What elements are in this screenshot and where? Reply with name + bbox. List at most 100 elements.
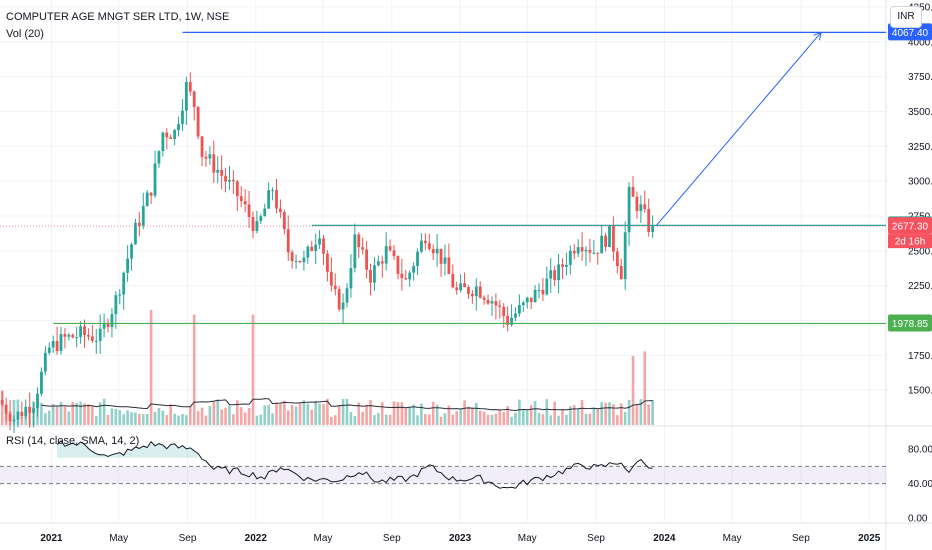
candle-body <box>87 335 90 337</box>
candle-body <box>106 323 110 328</box>
candle-body <box>357 234 361 248</box>
candle-body <box>286 229 290 253</box>
volume-bar <box>631 356 635 425</box>
volume-bar <box>330 416 333 425</box>
volume-bar <box>588 413 592 425</box>
candle-body <box>204 156 208 159</box>
candle-body <box>533 289 537 303</box>
volume-bar <box>157 407 161 425</box>
candle-body <box>600 235 604 254</box>
candle-body <box>498 305 502 307</box>
candle-body <box>396 256 400 274</box>
volume-bar <box>185 415 188 425</box>
volume-bar <box>122 414 125 425</box>
candle-body <box>102 323 106 329</box>
candle-body <box>510 317 513 325</box>
volume-bar <box>322 403 325 425</box>
volume-bar <box>134 412 137 425</box>
candle-body <box>529 297 533 303</box>
candle-body <box>235 181 239 197</box>
time-tick-label: May <box>313 533 332 544</box>
level-badge <box>888 217 932 235</box>
volume-bar <box>259 414 263 425</box>
volume-bar <box>608 402 611 425</box>
volume-bar <box>55 406 59 425</box>
volume-bar <box>447 405 451 425</box>
volume-bar <box>204 415 208 425</box>
volume-bar <box>459 409 462 425</box>
candle-body <box>627 186 631 233</box>
volume-bar <box>619 403 623 425</box>
volume-bar <box>208 405 212 425</box>
candle-body <box>388 246 392 251</box>
candle-body <box>0 399 4 405</box>
rsi-line <box>56 440 653 489</box>
candle-body <box>349 268 353 289</box>
volume-bar <box>243 412 247 425</box>
time-tick-label: 2023 <box>449 533 472 544</box>
volume-bar <box>326 398 329 425</box>
volume-bar <box>643 351 647 425</box>
volume-bar <box>220 409 223 425</box>
candle-body <box>451 273 455 288</box>
volume-bar <box>161 410 165 425</box>
candle-body <box>75 337 79 339</box>
candle-body <box>71 334 75 338</box>
candle-body <box>79 326 82 338</box>
volume-bar <box>91 406 94 425</box>
volume-bar <box>318 403 321 425</box>
volume-bar <box>114 408 118 425</box>
level-badge-label: 1978.85 <box>892 319 929 330</box>
candle-body <box>592 252 596 254</box>
candle-body <box>482 297 486 300</box>
candle-body <box>310 246 314 251</box>
price-tick-label: 4000.00 <box>908 37 932 48</box>
volume-bar <box>400 402 404 425</box>
volume-bar <box>94 416 98 425</box>
volume-bar <box>451 414 455 425</box>
candle-body <box>208 154 212 159</box>
candle-body <box>28 406 32 413</box>
currency-button[interactable]: INR <box>890 6 922 28</box>
volume-bar <box>506 406 509 425</box>
volume-bar <box>271 413 274 425</box>
volume-bar <box>130 412 133 425</box>
volume-bar <box>314 400 317 425</box>
volume-bar <box>283 400 286 425</box>
volume-bar <box>228 405 231 425</box>
volume-bar <box>302 400 306 425</box>
price-tick-label: 2250.00 <box>908 281 932 292</box>
volume-bar <box>561 409 564 425</box>
candle-body <box>565 264 568 267</box>
candle-body <box>318 238 321 245</box>
volume-bar <box>286 410 290 425</box>
candle-body <box>443 257 447 264</box>
volume-bar <box>63 406 67 425</box>
volume-bar <box>541 414 545 425</box>
volume-bar <box>635 405 639 425</box>
candle-body <box>459 283 463 291</box>
level-badge <box>888 314 932 332</box>
candle-body <box>83 326 86 336</box>
volume-bar <box>380 402 384 425</box>
volume-bar <box>373 415 376 425</box>
candle-body <box>302 257 306 263</box>
volume-bar <box>333 415 337 425</box>
candle-body <box>635 196 639 212</box>
volume-bar <box>388 414 392 425</box>
volume-bar <box>490 414 494 425</box>
volume-bar <box>616 415 619 425</box>
volume-bar <box>604 402 607 425</box>
candle-body <box>134 222 137 245</box>
candle-body <box>502 306 506 316</box>
price-tick-label: 1750.00 <box>908 351 932 362</box>
volume-bar <box>478 410 482 425</box>
volume-bar <box>145 413 149 425</box>
candle-body <box>467 287 470 294</box>
candle-body <box>306 246 310 258</box>
volume-bar <box>255 415 259 425</box>
candle-body <box>506 315 510 325</box>
volume-bar <box>471 407 474 425</box>
candle-body <box>47 347 51 353</box>
